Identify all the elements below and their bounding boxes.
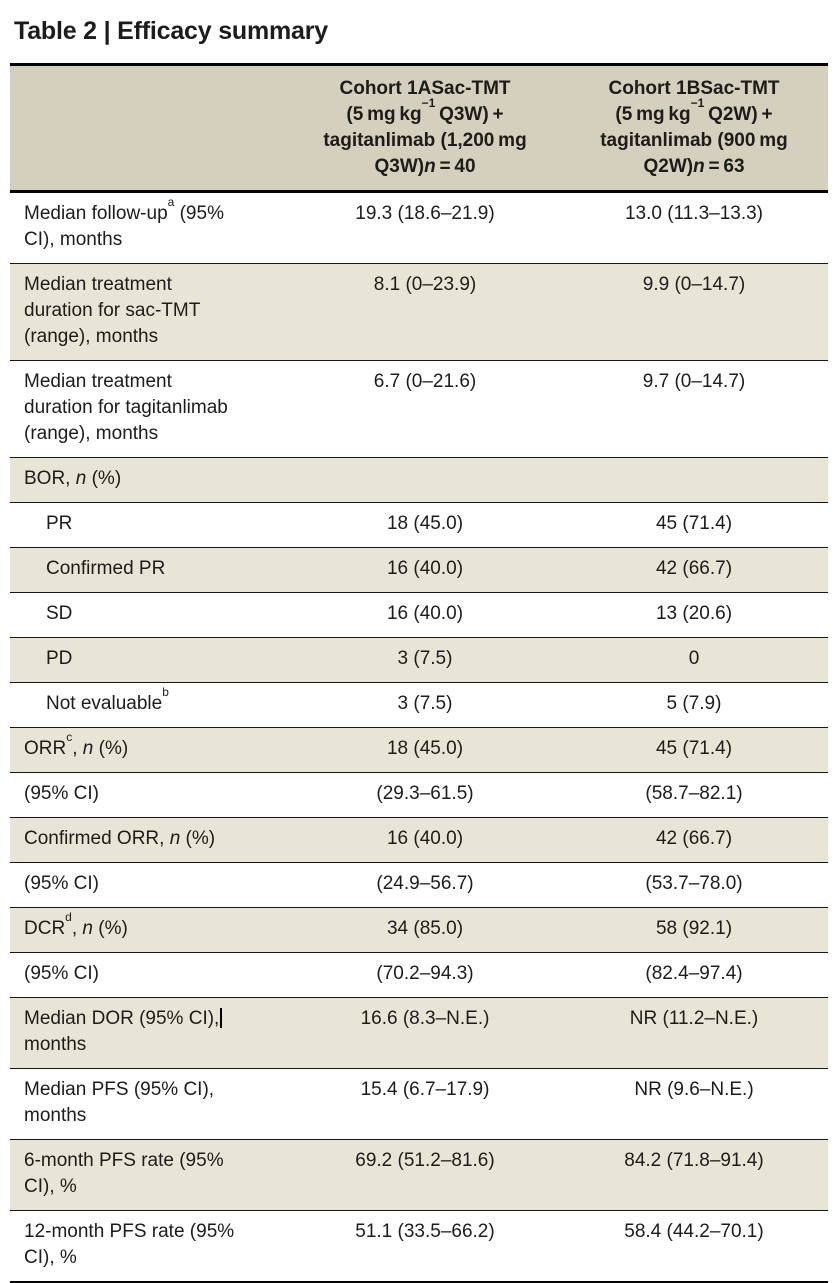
header-cohort-1b-label: Cohort 1BSac-TMT (5 mg kg−1 Q2W) + tagit… bbox=[600, 78, 788, 177]
header-row: Cohort 1ASac-TMT (5 mg kg−1 Q3W) + tagit… bbox=[10, 64, 828, 193]
cell-value: 13 (20.6) bbox=[655, 603, 733, 624]
cell-value: 69.2 (51.2–81.6) bbox=[355, 1150, 495, 1171]
row-label: Median follow-upa (95% CI), months bbox=[24, 195, 224, 250]
row-label: (95% CI) bbox=[24, 783, 99, 804]
table-body: Median follow-upa (95% CI), months 19.3 (… bbox=[10, 191, 828, 1282]
cell-value bbox=[560, 458, 828, 503]
cell-value: 8.1 (0–23.9) bbox=[373, 274, 477, 295]
table-row: Median DOR (95% CI), months 16.6 (8.3–N.E… bbox=[10, 997, 828, 1069]
table-row: Not evaluableb 3 (7.5) 5 (7.9) bbox=[10, 682, 828, 728]
row-label: Median PFS (95% CI), months bbox=[24, 1079, 215, 1126]
cell-value: 9.7 (0–14.7) bbox=[642, 371, 746, 392]
cell-value: (24.9–56.7) bbox=[376, 873, 474, 894]
cell-value: (58.7–82.1) bbox=[645, 783, 743, 804]
cell-value: 58.4 (44.2–70.1) bbox=[624, 1221, 764, 1242]
cell-value: NR (9.6–N.E.) bbox=[634, 1079, 754, 1100]
header-cohort-1a-label: Cohort 1ASac-TMT (5 mg kg−1 Q3W) + tagit… bbox=[323, 78, 527, 177]
row-label: Median treatment duration for sac-TMT (r… bbox=[24, 274, 200, 347]
table-row: Median PFS (95% CI), months 15.4 (6.7–17.… bbox=[10, 1068, 828, 1140]
header-cell-empty bbox=[10, 64, 290, 193]
page-title: Table 2 | Efficacy summary bbox=[14, 17, 328, 45]
cell-value: 45 (71.4) bbox=[655, 738, 733, 759]
table-row: Confirmed ORR, n (%) 16 (40.0) 42 (66.7) bbox=[10, 817, 828, 863]
cell-value: 58 (92.1) bbox=[655, 918, 733, 939]
text-cursor bbox=[220, 1008, 223, 1028]
cell-value: 16 (40.0) bbox=[386, 828, 464, 849]
cell-value: NR (11.2–N.E.) bbox=[629, 1008, 759, 1029]
row-label: Not evaluableb bbox=[46, 685, 169, 714]
table-row: Median treatment duration for tagitanlim… bbox=[10, 360, 828, 458]
cell-value: 16.6 (8.3–N.E.) bbox=[360, 1008, 490, 1029]
table-row: 6-month PFS rate (95% CI), % 69.2 (51.2–8… bbox=[10, 1139, 828, 1211]
row-label: BOR, n (%) bbox=[24, 468, 122, 489]
cell-value: 16 (40.0) bbox=[386, 558, 464, 579]
cell-value: 9.9 (0–14.7) bbox=[642, 274, 746, 295]
superscript-footnote-marker: d bbox=[65, 910, 72, 925]
table-row: SD 16 (40.0) 13 (20.6) bbox=[10, 592, 828, 638]
cell-value: 18 (45.0) bbox=[386, 738, 464, 759]
row-label: Median treatment duration for tagitanlim… bbox=[24, 371, 228, 444]
efficacy-table: Cohort 1ASac-TMT (5 mg kg−1 Q3W) + tagit… bbox=[10, 63, 828, 1283]
table-row: Confirmed PR 16 (40.0) 42 (66.7) bbox=[10, 547, 828, 593]
table-row: (95% CI) (70.2–94.3) (82.4–97.4) bbox=[10, 952, 828, 998]
cell-value: 51.1 (33.5–66.2) bbox=[355, 1221, 495, 1242]
row-label: PD bbox=[46, 648, 73, 669]
cell-value: 18 (45.0) bbox=[386, 513, 464, 534]
cell-value: 13.0 (11.3–13.3) bbox=[624, 203, 764, 224]
row-label: PR bbox=[46, 513, 73, 534]
cell-value: 16 (40.0) bbox=[386, 603, 464, 624]
cell-value: (29.3–61.5) bbox=[376, 783, 474, 804]
table-row: BOR, n (%) bbox=[10, 457, 828, 503]
table-header: Cohort 1ASac-TMT (5 mg kg−1 Q3W) + tagit… bbox=[10, 64, 828, 193]
superscript-footnote-marker: b bbox=[162, 685, 169, 700]
table-row: Median treatment duration for sac-TMT (r… bbox=[10, 263, 828, 361]
cell-value: 42 (66.7) bbox=[655, 828, 733, 849]
cell-value: 34 (85.0) bbox=[386, 918, 464, 939]
row-label: SD bbox=[46, 603, 73, 624]
cell-value: 42 (66.7) bbox=[655, 558, 733, 579]
cell-value: 6.7 (0–21.6) bbox=[373, 371, 477, 392]
row-label: DCRd, n (%) bbox=[24, 910, 128, 939]
row-label: 12-month PFS rate (95% CI), % bbox=[24, 1221, 235, 1268]
row-label: Confirmed PR bbox=[46, 558, 166, 579]
cell-value: 0 bbox=[688, 648, 700, 669]
row-label: ORRc, n (%) bbox=[24, 730, 129, 759]
table-row: 12-month PFS rate (95% CI), % 51.1 (33.5–… bbox=[10, 1210, 828, 1282]
cell-value: 45 (71.4) bbox=[655, 513, 733, 534]
cell-value: (82.4–97.4) bbox=[645, 963, 743, 984]
superscript-footnote-marker: c bbox=[66, 730, 73, 745]
cell-value: 84.2 (71.8–91.4) bbox=[624, 1150, 764, 1171]
cell-value: 15.4 (6.7–17.9) bbox=[360, 1079, 490, 1100]
cell-value: 3 (7.5) bbox=[397, 693, 453, 714]
cell-value: (70.2–94.3) bbox=[376, 963, 474, 984]
header-cell-cohort-1b: Cohort 1BSac-TMT (5 mg kg−1 Q2W) + tagit… bbox=[560, 64, 828, 193]
table-row: DCRd, n (%) 34 (85.0) 58 (92.1) bbox=[10, 907, 828, 953]
header-cell-cohort-1a: Cohort 1ASac-TMT (5 mg kg−1 Q3W) + tagit… bbox=[290, 64, 560, 193]
table-row: (95% CI) (24.9–56.7) (53.7–78.0) bbox=[10, 862, 828, 908]
cell-value bbox=[290, 458, 560, 503]
table-row: PD 3 (7.5) 0 bbox=[10, 637, 828, 683]
superscript-footnote-marker: −1 bbox=[421, 96, 436, 111]
row-label: Confirmed ORR, n (%) bbox=[24, 828, 216, 849]
row-label: (95% CI) bbox=[24, 873, 99, 894]
table-row: PR 18 (45.0) 45 (71.4) bbox=[10, 502, 828, 548]
row-label: Median DOR (95% CI), months bbox=[10, 998, 290, 1069]
cell-value: 5 (7.9) bbox=[666, 693, 722, 714]
row-label: 6-month PFS rate (95% CI), % bbox=[24, 1150, 224, 1197]
superscript-footnote-marker: −1 bbox=[690, 96, 705, 111]
row-label: (95% CI) bbox=[24, 963, 99, 984]
superscript-footnote-marker: a bbox=[167, 195, 175, 210]
cell-value: 3 (7.5) bbox=[397, 648, 453, 669]
cell-value: 19.3 (18.6–21.9) bbox=[355, 203, 495, 224]
table-row: (95% CI) (29.3–61.5) (58.7–82.1) bbox=[10, 772, 828, 818]
table-row: ORRc, n (%) 18 (45.0) 45 (71.4) bbox=[10, 727, 828, 773]
table-row: Median follow-upa (95% CI), months 19.3 (… bbox=[10, 191, 828, 264]
cell-value: (53.7–78.0) bbox=[645, 873, 743, 894]
